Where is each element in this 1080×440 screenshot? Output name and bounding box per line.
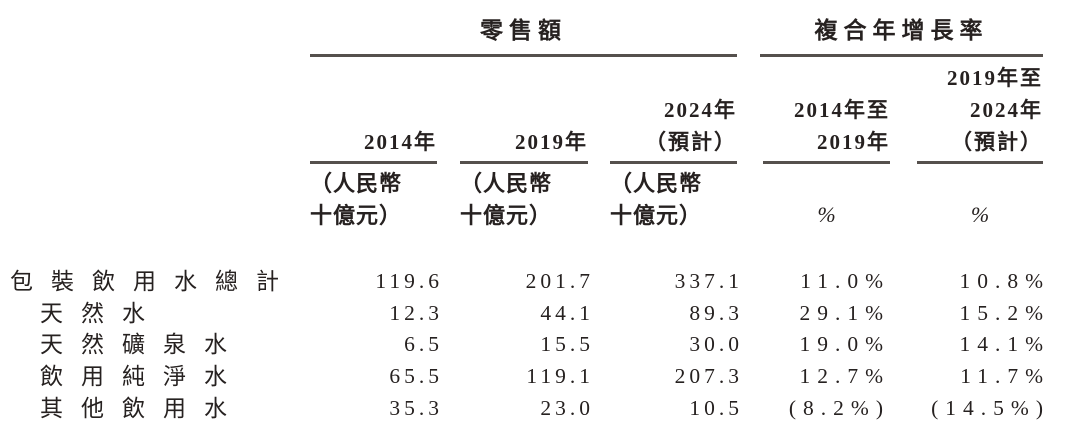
cell-value: 10.5 [689,396,743,420]
column-header-line: 2024年 [664,98,737,122]
cell-value: 19.0% [799,332,890,356]
unit-line: 十億元） [610,203,703,228]
percent-sign: % [817,202,836,227]
cell-value: 23.0 [540,396,594,420]
cell-value: 119.6 [375,269,443,293]
cell-value: 44.1 [540,301,594,325]
column-rule [610,161,737,164]
row-label: 天然礦泉水 [40,332,245,357]
unit-line: 十億元） [310,203,403,228]
group-rule-retail-sales [310,54,737,57]
row-label: 天然水 [40,301,163,326]
column-header-line: 2019年 [817,130,890,154]
cell-value: (8.2%) [788,396,890,420]
column-header-line: 2014年 [364,130,437,154]
cell-value: 14.1% [959,332,1050,356]
cell-value: 11.7% [960,364,1050,388]
cell-value: 30.0 [689,332,743,356]
unit-line: （人民幣 [610,171,703,196]
unit-line: 十億元） [460,203,553,228]
column-rule [460,161,588,164]
group-header-cagr: 複合年增長率 [814,18,989,43]
column-header-cagr-2019-2024e: 2019年至 2024年 （預計） [917,58,1043,158]
column-header-line: （預計） [645,130,737,154]
column-rule [310,161,437,164]
unit-label-rmb-billion: （人民幣 十億元） [460,168,588,232]
cell-value: 6.5 [404,332,443,356]
column-header-line: 2019年至 [947,66,1043,90]
cell-value: 119.1 [526,364,594,388]
cell-value: 337.1 [674,269,743,293]
column-header-2024e: 2024年 （預計） [610,58,737,158]
cell-value: 15.2% [959,301,1050,325]
cell-value: 12.7% [799,364,890,388]
column-header-2019: 2019年 [460,58,588,158]
column-rule [763,161,890,164]
cell-value: 207.3 [674,364,743,388]
column-header-line: （預計） [951,130,1043,154]
cell-value: 65.5 [389,364,443,388]
row-label: 飲用純淨水 [40,364,245,389]
unit-line: （人民幣 [310,171,403,196]
cell-value: 10.8% [959,269,1050,293]
cell-value: 29.1% [799,301,890,325]
unit-label-rmb-billion: （人民幣 十億元） [610,168,737,232]
unit-label-rmb-billion: （人民幣 十億元） [310,168,437,232]
column-header-2014: 2014年 [310,58,437,158]
group-header-retail-sales: 零售額 [480,18,567,43]
cell-value: 11.0% [800,269,890,293]
row-label: 包裝飲用水總計 [10,269,297,294]
column-header-cagr-2014-2019: 2014年至 2019年 [763,58,890,158]
cell-value: 89.3 [689,301,743,325]
group-rule-cagr [760,54,1043,57]
column-rule [917,161,1043,164]
column-header-line: 2019年 [515,130,588,154]
unit-line: （人民幣 [460,171,553,196]
row-label: 其他飲用水 [40,396,245,421]
percent-sign: % [970,202,990,227]
cell-value: 35.3 [389,396,443,420]
cell-value: (14.5%) [931,396,1050,420]
cell-value: 15.5 [540,332,594,356]
cell-value: 201.7 [525,269,594,293]
column-header-line: 2014年至 [794,98,890,122]
cell-value: 12.3 [389,301,443,325]
column-header-line: 2024年 [970,98,1043,122]
